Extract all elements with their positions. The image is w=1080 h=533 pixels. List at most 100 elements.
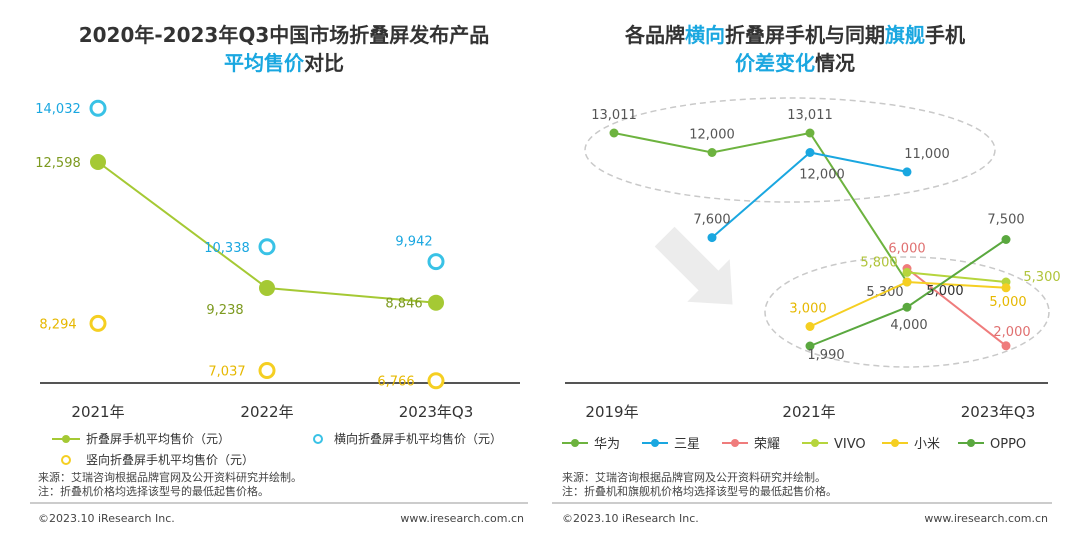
left-panel: 2020年-2023年Q3中国市场折叠屏发布产品 平均售价对比 12,598 9,… xyxy=(30,23,528,525)
x-tick-2: 2023年Q3 xyxy=(961,403,1036,421)
brand-5-point-1 xyxy=(902,302,912,312)
left-title-line1: 2020年-2023年Q3中国市场折叠屏发布产品 xyxy=(79,23,490,47)
left-website: www.iresearch.com.cn xyxy=(400,512,524,525)
brand-5-point-0 xyxy=(805,341,815,351)
right-source: 来源：艾瑞咨询根据品牌官网及公开资料研究并绘制。 xyxy=(562,470,826,484)
legend-4-marker xyxy=(891,439,899,447)
right-title-line2: 价差变化情况 xyxy=(735,51,855,75)
legend-3-label: VIVO xyxy=(834,437,866,452)
brand-line-3 xyxy=(906,271,1007,283)
legend-0-label: 华为 xyxy=(594,437,620,452)
left-note: 注：折叠机价格均选择该型号的最低起售价格。 xyxy=(38,484,269,498)
x-tick-0: 2019年 xyxy=(585,403,638,421)
legend-3-marker xyxy=(811,439,819,447)
brand-0-point-0 xyxy=(609,128,619,138)
brand-5-point-2 xyxy=(1001,235,1011,244)
series-0-label-2: 8,846 xyxy=(385,297,422,312)
right-legend: 华为 三星 荣耀 VIVO 小米 OPPO xyxy=(562,437,1026,452)
brand-line-2 xyxy=(906,267,1007,347)
left-title-line2: 平均售价对比 xyxy=(224,51,344,75)
right-title-line1: 各品牌横向折叠屏手机与同期旗舰手机 xyxy=(624,23,965,47)
brand-2-label-1: 2,000 xyxy=(993,325,1030,340)
brand-5-label-0: 1,990 xyxy=(807,348,844,363)
series-1-label-0: 14,032 xyxy=(35,102,81,117)
brand-1-label-1: 12,000 xyxy=(799,168,845,183)
series-0-point-1 xyxy=(259,280,275,296)
brand-3-point-0 xyxy=(902,267,912,277)
series-1-point-2 xyxy=(427,253,445,271)
legend-2-marker xyxy=(61,455,71,465)
brand-1-label-0: 7,600 xyxy=(693,213,730,228)
brand-1-point-1 xyxy=(805,148,815,157)
series-0-label-0: 12,598 xyxy=(35,156,81,171)
legend-0-marker xyxy=(62,435,70,443)
series-0-point-2 xyxy=(428,294,444,311)
extra-data-label: 5,000 xyxy=(926,284,963,299)
brand-1-label-2: 11,000 xyxy=(904,147,950,162)
x-tick-1: 2021年 xyxy=(782,403,835,421)
legend-5-label: OPPO xyxy=(990,437,1026,452)
right-chart-marks: 13,011 12,000 13,011 5,300 7,600 12,000 11,000… xyxy=(591,108,1060,363)
x-tick-2: 2023年Q3 xyxy=(399,403,474,421)
brand-3-label-0: 5,800 xyxy=(860,255,897,270)
right-title-rest: 情况 xyxy=(815,51,855,75)
brand-0-label-0: 13,011 xyxy=(591,108,637,123)
series-2-label-2: 6,766 xyxy=(377,375,414,390)
legend-1-marker xyxy=(651,439,659,447)
bottom-group-ellipse xyxy=(764,256,1050,368)
brand-0-label-1: 12,000 xyxy=(689,128,735,143)
left-legend: 折叠屏手机平均售价（元） 横向折叠屏手机平均售价（元） 竖向折叠屏手机平均售价（元） xyxy=(52,431,502,467)
brand-1-point-0 xyxy=(707,233,717,243)
brand-line-0 xyxy=(613,131,908,283)
left-title-highlight: 平均售价 xyxy=(224,51,305,75)
brand-0-label-2: 13,011 xyxy=(787,108,833,123)
brand-5-label-2: 7,500 xyxy=(987,213,1024,228)
brand-2-label-0: 6,000 xyxy=(888,242,925,257)
series-2-point-0 xyxy=(89,314,107,332)
legend-2-label: 竖向折叠屏手机平均售价（元） xyxy=(86,452,254,467)
brand-4-label-2: 5,000 xyxy=(989,295,1026,310)
right-title-highlight2: 旗舰 xyxy=(885,23,925,47)
legend-4-label: 小米 xyxy=(914,437,940,452)
right-copyright: ©2023.10 iResearch Inc. xyxy=(562,512,699,525)
legend-2-marker xyxy=(731,439,739,447)
right-panel: 各品牌横向折叠屏手机与同期旗舰手机 价差变化情况 13,01112,00013,… xyxy=(552,23,1061,525)
series-1-point-1 xyxy=(258,238,276,256)
brand-0-point-2 xyxy=(805,128,815,138)
right-title-part1: 各品牌 xyxy=(624,23,685,47)
left-title-rest: 对比 xyxy=(304,51,344,75)
right-note: 注：折叠机和旗舰机价格均选择该型号的最低起售价格。 xyxy=(562,484,837,498)
legend-0-marker xyxy=(571,439,579,447)
brand-0-point-1 xyxy=(707,148,717,157)
right-title-highlight1: 横向 xyxy=(685,23,725,47)
series-1-label-2: 9,942 xyxy=(395,235,432,250)
right-x-ticks: 2019年 2021年 2023年Q3 xyxy=(585,403,1035,421)
brand-4-point-2 xyxy=(1001,283,1011,293)
series-2-label-1: 7,037 xyxy=(208,365,245,380)
legend-1-marker xyxy=(313,434,323,444)
brand-line-1 xyxy=(711,151,908,239)
series-2-label-0: 8,294 xyxy=(39,317,76,332)
left-copyright: ©2023.10 iResearch Inc. xyxy=(38,512,175,525)
brand-3-label-1: 5,300 xyxy=(1023,270,1060,285)
series-2-point-1 xyxy=(258,362,276,379)
x-tick-1: 2022年 xyxy=(240,403,293,421)
top-group-ellipse xyxy=(584,97,996,203)
legend-5-marker xyxy=(967,439,975,447)
legend-2-label: 荣耀 xyxy=(754,437,780,452)
right-title-highlight3: 价差变化 xyxy=(735,51,815,75)
series-0-point-0 xyxy=(90,154,106,170)
legend-0-label: 折叠屏手机平均售价（元） xyxy=(86,431,230,446)
brand-1-point-2 xyxy=(902,167,912,177)
brand-4-label-0: 3,000 xyxy=(789,302,826,317)
brand-5-label-1: 4,000 xyxy=(890,318,927,333)
legend-1-label: 三星 xyxy=(674,437,700,452)
left-chart-marks: 12,598 9,238 8,846 14,032 10,338 9,942 8,294 7,… xyxy=(35,99,445,390)
left-source: 来源：艾瑞咨询根据品牌官网及公开资料研究并绘制。 xyxy=(38,470,302,484)
right-title-part3: 手机 xyxy=(925,23,965,47)
right-title-part2: 折叠屏手机与同期 xyxy=(725,23,885,47)
brand-4-point-0 xyxy=(805,322,815,331)
x-tick-0: 2021年 xyxy=(71,403,124,421)
brand-4-point-1 xyxy=(902,277,912,287)
